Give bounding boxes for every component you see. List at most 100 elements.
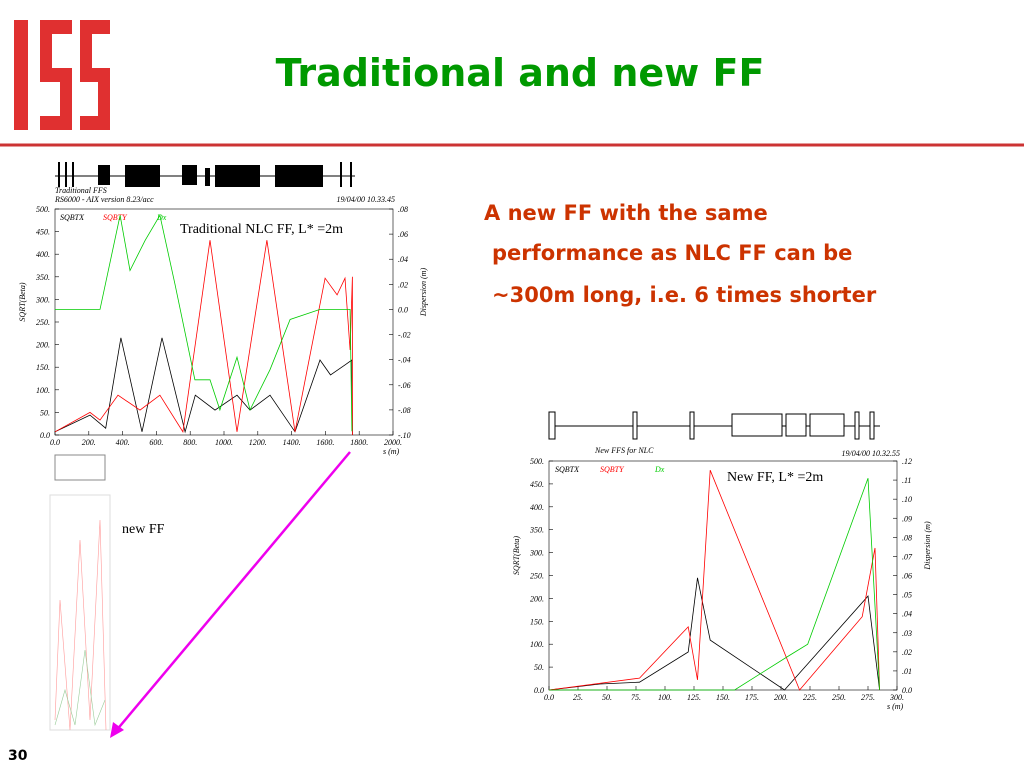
y2-tick-label: .08 bbox=[398, 205, 408, 214]
series-line bbox=[55, 214, 353, 432]
y-tick-label: 0.0 bbox=[40, 431, 50, 440]
plot-frame bbox=[54, 208, 394, 436]
logo bbox=[14, 20, 110, 130]
arrow bbox=[114, 451, 351, 733]
x-tick-label: 2000. bbox=[384, 438, 402, 447]
y2-tick-label: -.06 bbox=[398, 381, 411, 390]
x-tick-label: 200. bbox=[82, 438, 96, 447]
x-tick-label: 75. bbox=[631, 693, 641, 702]
series-line bbox=[549, 478, 880, 691]
plot-frame bbox=[548, 460, 898, 691]
y2-tick-label: .12 bbox=[902, 457, 912, 466]
x-tick-label: 125. bbox=[687, 693, 701, 702]
x-tick-label: 25. bbox=[573, 693, 583, 702]
y-tick-label: 350. bbox=[35, 273, 50, 282]
y-tick-label: 50. bbox=[534, 663, 544, 672]
text-line: A new FF with the same bbox=[484, 201, 768, 225]
slide-title: Traditional and new FF bbox=[276, 51, 765, 95]
x-tick-label: 0.0 bbox=[50, 438, 60, 447]
chart-date: 19/04/00 10.32.55 bbox=[842, 449, 900, 458]
y2-tick-label: .10 bbox=[902, 495, 912, 504]
chart-date: 19/04/00 10.33.45 bbox=[337, 195, 395, 204]
x-tick-label: 1000. bbox=[215, 438, 233, 447]
y-tick-label: 300. bbox=[35, 295, 50, 304]
annotation: Traditional NLC FF, L* =2m bbox=[180, 222, 343, 237]
y2-axis-label: Dispersion (m) bbox=[923, 521, 932, 571]
y2-tick-label: .06 bbox=[398, 230, 408, 239]
chart-subtitle: RS6000 - AIX version 8.23/acc bbox=[54, 195, 154, 204]
x-tick-label: 200. bbox=[774, 693, 788, 702]
legend-entry: SQBTX bbox=[60, 213, 85, 222]
y2-tick-label: -.02 bbox=[398, 331, 411, 340]
y-tick-label: 250. bbox=[530, 572, 544, 581]
legend-entry: SQBTY bbox=[600, 465, 625, 474]
y-tick-label: 450. bbox=[36, 228, 50, 237]
x-tick-label: 600. bbox=[149, 438, 163, 447]
y2-tick-label: .04 bbox=[398, 255, 408, 264]
y-tick-label: 400. bbox=[530, 503, 544, 512]
y-tick-label: 500. bbox=[36, 205, 50, 214]
arrow-head bbox=[110, 722, 124, 738]
y2-tick-label: .07 bbox=[902, 552, 913, 561]
x-axis-label: s (m) bbox=[887, 702, 904, 711]
x-tick-label: 275. bbox=[861, 693, 875, 702]
y-tick-label: 150. bbox=[530, 617, 544, 626]
chart-title: New FFS for NLC bbox=[594, 446, 654, 455]
slide-number: 30 bbox=[8, 748, 28, 764]
y2-tick-label: -.10 bbox=[398, 431, 411, 440]
y2-tick-label: 0.0 bbox=[398, 305, 408, 314]
text-line: ~300m long, i.e. 6 times shorter bbox=[492, 283, 877, 307]
y2-tick-label: 0.0 bbox=[902, 686, 912, 695]
y2-tick-label: .06 bbox=[902, 572, 912, 581]
y-tick-label: 450. bbox=[530, 480, 544, 489]
x-tick-label: 250. bbox=[832, 693, 846, 702]
y2-tick-label: .01 bbox=[902, 667, 912, 676]
y2-tick-label: .02 bbox=[902, 648, 912, 657]
y-tick-label: 150. bbox=[36, 363, 50, 372]
y-tick-label: 500. bbox=[530, 457, 544, 466]
x-tick-label: 50. bbox=[602, 693, 612, 702]
x-tick-label: 100. bbox=[658, 693, 672, 702]
y-axis-label: SQRT(Beta) bbox=[512, 536, 521, 575]
x-tick-label: 400. bbox=[116, 438, 130, 447]
magnet-layout bbox=[55, 162, 880, 440]
legend-entry: SQBTY bbox=[103, 213, 128, 222]
x-tick-label: 1800. bbox=[350, 438, 368, 447]
y-tick-label: 300. bbox=[529, 549, 544, 558]
y-tick-label: 100. bbox=[530, 640, 544, 649]
y-axis-label: SQRT(Beta) bbox=[18, 282, 27, 321]
x-tick-label: 175. bbox=[745, 693, 759, 702]
x-tick-label: 1200. bbox=[249, 438, 267, 447]
series-line bbox=[548, 577, 880, 691]
y2-tick-label: .08 bbox=[902, 533, 912, 542]
x-tick-label: 0.0 bbox=[544, 693, 554, 702]
y2-tick-label: .02 bbox=[398, 280, 408, 289]
y2-axis-label: Dispersion (m) bbox=[419, 268, 428, 318]
x-tick-label: 225. bbox=[803, 693, 817, 702]
x-tick-label: 300. bbox=[889, 693, 904, 702]
x-tick-label: 1400. bbox=[283, 438, 301, 447]
y-tick-label: 350. bbox=[529, 526, 544, 535]
y-tick-label: 200. bbox=[530, 594, 544, 603]
legend-entry: Dx bbox=[156, 213, 167, 222]
x-tick-label: 150. bbox=[716, 693, 730, 702]
series-line bbox=[548, 470, 880, 691]
y2-tick-label: .05 bbox=[902, 591, 912, 600]
y2-tick-label: -.04 bbox=[398, 356, 411, 365]
y-tick-label: 400. bbox=[36, 250, 50, 259]
y-tick-label: 100. bbox=[36, 386, 50, 395]
x-tick-label: 800. bbox=[183, 438, 197, 447]
y-tick-label: 200. bbox=[36, 341, 50, 350]
series-line bbox=[54, 240, 353, 435]
chart-title: Traditional FFS bbox=[55, 186, 107, 195]
legend-entry: Dx bbox=[654, 465, 665, 474]
y-tick-label: 0.0 bbox=[534, 686, 544, 695]
y-tick-label: 50. bbox=[40, 408, 50, 417]
series-line bbox=[54, 337, 353, 436]
small-label: new FF bbox=[122, 522, 165, 537]
y-tick-label: 250. bbox=[36, 318, 50, 327]
legend-entry: SQBTX bbox=[555, 465, 580, 474]
text-line: performance as NLC FF can be bbox=[492, 241, 852, 265]
annotation: New FF, L* =2m bbox=[727, 470, 823, 485]
